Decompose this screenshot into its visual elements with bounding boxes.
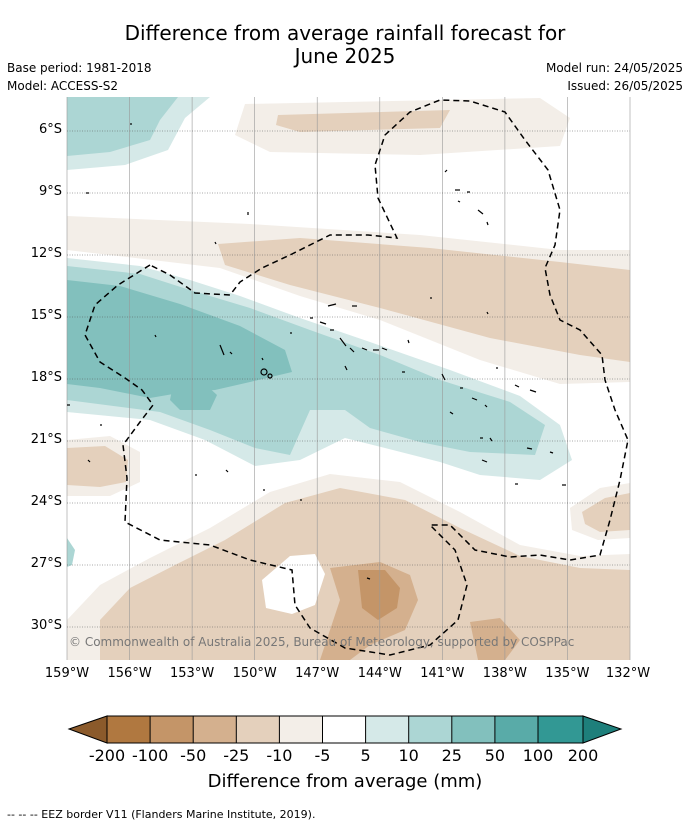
longitude-label: 150°W	[232, 666, 277, 681]
map-title: Difference from average rainfall forecas…	[0, 22, 690, 68]
colorbar-tick-label: -50	[180, 746, 207, 765]
colorbar-tick-label: 100	[522, 746, 554, 765]
colorbar-tick-label: 10	[398, 746, 419, 765]
colorbar-tick-label: 200	[567, 746, 599, 765]
longitude-label: 147°W	[295, 666, 340, 681]
colorbar-low-extend	[67, 715, 108, 744]
copyright-notice: © Commonwealth of Australia 2025, Bureau…	[69, 635, 575, 649]
longitude-label: 138°W	[482, 666, 527, 681]
colorbar-swatch	[193, 716, 237, 743]
colorbar	[67, 715, 623, 744]
latitude-label: 12°S	[30, 246, 62, 261]
colorbar-tick-label: 50	[484, 746, 506, 765]
colorbar-swatch	[279, 716, 323, 743]
colorbar-tick-label: 5	[360, 746, 371, 765]
meta-right: Model run: 24/05/2025 Issued: 26/05/2025	[546, 59, 683, 95]
colorbar-title: Difference from average (mm)	[207, 771, 483, 792]
base-period: Base period: 1981-2018	[7, 61, 152, 75]
title-line-1: Difference from average rainfall forecas…	[124, 21, 566, 45]
colorbar-tick-label: -200	[88, 746, 126, 765]
colorbar-swatch	[365, 716, 409, 743]
colorbar-swatch	[107, 716, 151, 743]
colorbar-swatch	[322, 716, 366, 743]
rainfall-anomaly-shading	[67, 97, 630, 660]
longitude-label: 135°W	[545, 666, 590, 681]
colorbar-high-extend	[582, 715, 623, 744]
latitude-label: 30°S	[30, 618, 62, 633]
latitude-label: 15°S	[30, 308, 62, 323]
latitude-label: 6°S	[38, 122, 62, 137]
meridian-gridlines	[66, 97, 631, 660]
longitude-label: 132°W	[605, 666, 651, 681]
longitude-label: 144°W	[357, 666, 402, 681]
colorbar-tick-label: -10	[266, 746, 293, 765]
latitude-label: 27°S	[30, 556, 62, 571]
latitude-label: 18°S	[30, 370, 62, 385]
colorbar-swatch	[494, 716, 538, 743]
colorbar-swatch	[150, 716, 194, 743]
colorbar-tick-label: -100	[131, 746, 169, 765]
colorbar-tick-label: 25	[441, 746, 462, 765]
colorbar-tick-label: -5	[314, 746, 331, 765]
longitude-label: 159°W	[44, 666, 90, 681]
meta-left: Base period: 1981-2018 Model: ACCESS-S2	[7, 59, 152, 95]
colorbar-swatch	[236, 716, 280, 743]
model-name: Model: ACCESS-S2	[7, 79, 119, 93]
issued-date: Issued: 26/05/2025	[567, 79, 683, 93]
eez-legend-note: -- -- -- EEZ border V11 (Flanders Marine…	[7, 808, 316, 821]
colorbar-swatch	[538, 716, 583, 743]
title-line-2: June 2025	[294, 44, 396, 68]
colorbar-tick-label: -25	[223, 746, 250, 765]
colorbar-swatch	[408, 716, 452, 743]
longitude-label: 153°W	[170, 666, 215, 681]
latitude-label: 9°S	[38, 184, 62, 199]
longitude-label: 141°W	[420, 666, 465, 681]
eez-borders	[84, 99, 629, 656]
latitude-label: 24°S	[30, 494, 62, 509]
islands	[67, 123, 566, 580]
model-run: Model run: 24/05/2025	[545, 61, 683, 75]
longitude-label: 156°W	[107, 666, 152, 681]
latitude-label: 21°S	[30, 432, 62, 447]
colorbar-swatch	[451, 716, 495, 743]
